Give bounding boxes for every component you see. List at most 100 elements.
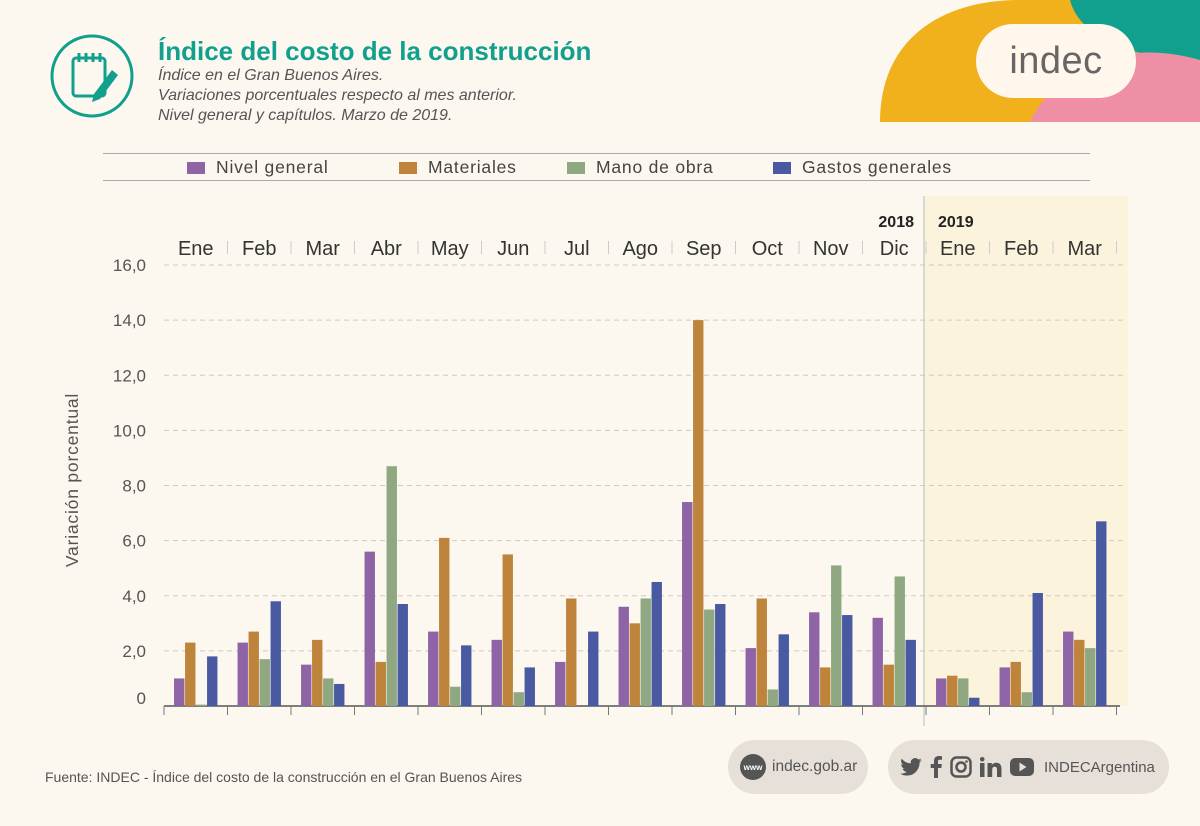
legend-swatch (567, 161, 585, 174)
year-label: 2019 (938, 214, 974, 231)
bar (1021, 692, 1032, 706)
x-tick-label: Dic (880, 238, 909, 260)
year-label: 2018 (878, 214, 914, 231)
website-link[interactable]: www indec.gob.ar (728, 740, 868, 794)
bar (820, 667, 831, 706)
facebook-icon[interactable] (930, 756, 942, 778)
bar (883, 664, 894, 706)
bar (555, 661, 566, 706)
subtitle-line: Variaciones porcentuales respecto al mes… (158, 87, 517, 104)
page-title: Índice del costo de la construcción (158, 36, 592, 66)
bar (999, 667, 1010, 706)
notepad-pencil-icon (50, 34, 134, 118)
bar (502, 554, 513, 706)
subtitle-line: Nivel general y capítulos. Marzo de 2019… (158, 107, 453, 124)
x-tick-label: Mar (306, 238, 341, 260)
bar (237, 642, 248, 706)
indec-logo: indec (976, 24, 1136, 98)
y-tick-label: 10,0 (113, 421, 146, 440)
x-tick-label: Ago (622, 238, 658, 260)
legend-item-mano-de-obra: Mano de obra (567, 157, 714, 178)
legend-label: Gastos generales (802, 157, 952, 177)
bar (323, 678, 334, 706)
bar (651, 581, 662, 706)
bar (756, 598, 767, 706)
bar (588, 631, 599, 706)
bar (618, 606, 629, 706)
logo-text: indec (1009, 39, 1103, 82)
bar (491, 639, 502, 706)
bar (809, 612, 820, 706)
bar (958, 678, 969, 706)
bar (397, 604, 408, 706)
bar (1010, 661, 1021, 706)
x-tick-label: Mar (1068, 238, 1103, 260)
bar (513, 692, 524, 706)
bar (1085, 648, 1096, 706)
bar (969, 697, 980, 706)
legend-item-gastos-generales: Gastos generales (773, 157, 952, 178)
bar (439, 537, 450, 706)
y-axis-label: Variación porcentual (62, 393, 82, 567)
bar (715, 604, 726, 706)
bar (745, 648, 756, 706)
bar (196, 704, 207, 706)
x-tick-label: May (431, 238, 469, 260)
y-tick-label: 6,0 (122, 532, 146, 551)
bar (936, 678, 947, 706)
legend-swatch (399, 161, 417, 174)
linkedin-icon[interactable] (980, 757, 1002, 777)
bar (207, 656, 218, 706)
x-tick-label: Ene (940, 238, 976, 260)
bar (1074, 639, 1085, 706)
website-text: indec.gob.ar (772, 758, 858, 775)
y-tick-label: 4,0 (122, 587, 146, 606)
bar (682, 502, 693, 706)
bar (428, 631, 439, 706)
bar (905, 639, 916, 706)
legend-swatch (187, 161, 205, 174)
x-tick-label: Sep (686, 238, 722, 260)
x-tick-label: Feb (242, 238, 276, 260)
x-tick-label: Oct (752, 238, 784, 260)
bar (566, 598, 577, 706)
bar (386, 466, 397, 706)
x-tick-label: Abr (371, 238, 402, 260)
x-tick-label: Ene (178, 238, 214, 260)
bar (640, 598, 651, 706)
bar (174, 678, 185, 706)
bar (364, 551, 375, 706)
bar (301, 664, 312, 706)
twitter-icon[interactable] (900, 758, 922, 776)
y-tick-label: 2,0 (122, 642, 146, 661)
bar (1096, 521, 1107, 706)
instagram-icon[interactable] (950, 756, 972, 778)
y-tick-label: 0 (137, 689, 146, 708)
bar (524, 667, 535, 706)
bar (375, 661, 386, 706)
bar (450, 686, 461, 706)
x-tick-label: Jul (564, 238, 590, 260)
bar (778, 634, 789, 706)
social-links: INDECArgentina (888, 740, 1169, 794)
social-handle: INDECArgentina (1044, 758, 1155, 776)
bar (693, 320, 704, 706)
bar (842, 615, 853, 706)
y-tick-label: 16,0 (113, 256, 146, 275)
y-tick-label: 8,0 (122, 477, 146, 496)
bar (270, 601, 281, 706)
bar (185, 642, 196, 706)
bar (1032, 592, 1043, 706)
legend-label: Materiales (428, 157, 517, 177)
legend-label: Mano de obra (596, 157, 714, 177)
bar (947, 675, 958, 706)
legend-swatch (773, 161, 791, 174)
legend-item-materiales: Materiales (399, 157, 517, 178)
bar (767, 689, 778, 706)
chart-legend: Nivel general Materiales Mano de obra Ga… (103, 153, 1090, 181)
x-tick-label: Feb (1004, 238, 1038, 260)
youtube-icon[interactable] (1010, 758, 1034, 776)
bar (259, 659, 270, 706)
source-note: Fuente: INDEC - Índice del costo de la c… (45, 769, 523, 785)
bar (704, 609, 715, 706)
